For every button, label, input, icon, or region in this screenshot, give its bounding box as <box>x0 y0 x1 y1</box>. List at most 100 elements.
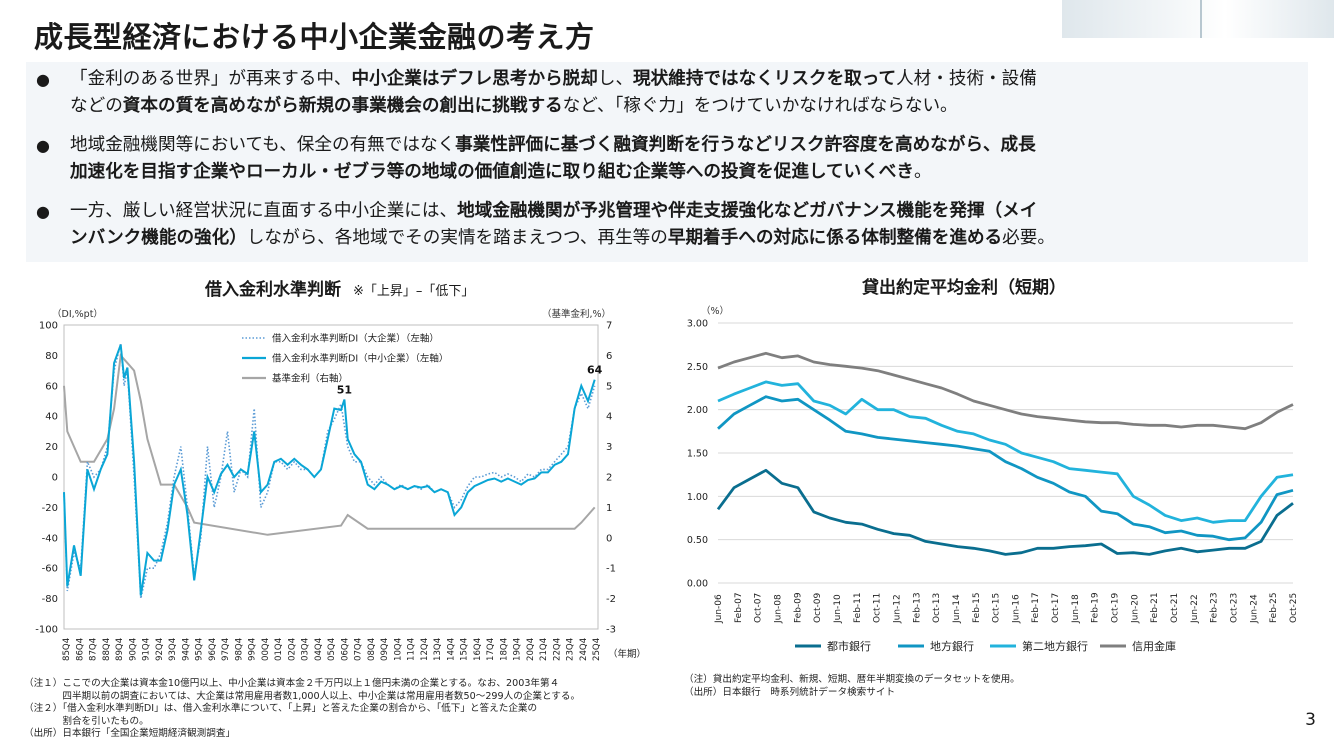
y2-tick-label: 7 <box>606 321 612 332</box>
y-tick-label: 0 <box>52 473 58 484</box>
x-tick-label: 95Q4 <box>195 638 205 661</box>
x-tick-label: 19Q4 <box>513 638 523 661</box>
y-tick-label: -60 <box>42 564 58 575</box>
x-tick-label: 00Q4 <box>261 638 271 661</box>
bullet-dot: ● <box>36 136 50 155</box>
header-decoration <box>1062 0 1334 38</box>
x-tick-label: 07Q4 <box>354 638 364 661</box>
text-segment: などの <box>70 96 123 116</box>
legend-label: 都市銀行 <box>827 639 871 653</box>
series-line <box>716 468 1294 556</box>
y2-tick-label: 1 <box>606 503 612 514</box>
x-tick-label: 10Q4 <box>393 638 403 661</box>
series-line <box>63 353 596 536</box>
right-chart: （%） 3.00 2.50 2.00 1.50 1.00 0.50 0.00 Jun-06 Feb… <box>687 305 1299 653</box>
y2-tick-label: 2 <box>606 473 612 484</box>
x-tick-label: Feb-25 <box>1269 592 1279 623</box>
y-axis-label: （%） <box>701 305 729 317</box>
x-tick-label: Jun-10 <box>833 594 843 624</box>
legend-label: 地方銀行 <box>930 639 974 653</box>
footnote: （出所）日本銀行「全国企業短期経済観測調査」 <box>24 728 236 739</box>
x-tick-label: Oct-25 <box>1289 593 1299 623</box>
y-tick-label: -100 <box>35 625 58 636</box>
x-tick-label: 89Q4 <box>115 638 125 661</box>
bold-text: 現状維持ではなくリスクを取って <box>633 69 897 89</box>
x-tick-label: 23Q4 <box>566 638 576 661</box>
x-tick-label: 16Q4 <box>473 638 483 661</box>
x-tick-label: Jun-12 <box>892 594 902 624</box>
bullet-1-line-2: などの資本の質を高めながら新規の事業機会の創出に挑戦するなど、「稼ぐ力」をつけて… <box>70 93 958 120</box>
x-tick-label: Feb-13 <box>912 592 922 623</box>
text-segment: 必要。 <box>1002 228 1055 248</box>
legend-label: 借入金利水準判断DI（中小企業）（左軸） <box>272 353 448 365</box>
y-tick-label: 80 <box>45 351 58 362</box>
bold-text: 早期着手への対応に係る体制整備を進める <box>667 228 1003 248</box>
x-tick-label: Feb-21 <box>1150 592 1160 623</box>
left-footnotes: （注１）ここでの大企業は資本金10億円以上、中小企業は資本金２千万円以上１億円未… <box>24 678 580 741</box>
bullet-1-line-1: 「金利のある世界」が再来する中、中小企業はデフレ思考から脱却し、現状維持ではなく… <box>70 66 1037 93</box>
text-segment: 一方、厳しい経営状況に直面する中小企業には、 <box>70 201 458 221</box>
x-tick-label: 99Q4 <box>248 638 258 661</box>
x-tick-label: 22Q4 <box>552 638 562 661</box>
y-tick-label: -20 <box>42 503 58 514</box>
footnote: 割合を引いたもの。 <box>24 715 149 727</box>
y-tick-label: -80 <box>42 594 58 605</box>
x-tick-label: 88Q4 <box>102 638 112 661</box>
x-tick-label: 92Q4 <box>155 638 165 661</box>
y-tick-label: 1.50 <box>687 449 708 460</box>
series-line <box>717 351 1294 431</box>
x-tick-label: 04Q4 <box>314 638 324 661</box>
x-tick-label: 85Q4 <box>62 638 72 661</box>
legend-label: 第二地方銀行 <box>1022 639 1088 653</box>
y-tick-label: 0.00 <box>687 579 708 590</box>
x-tick-label: Jun-18 <box>1071 594 1081 624</box>
y2-tick-label: 4 <box>606 412 612 423</box>
x-tick-label: 24Q4 <box>579 638 589 661</box>
footnote: （注１）ここでの大企業は資本金10億円以上、中小企業は資本金２千万円以上１億円未… <box>24 678 560 689</box>
x-tick-label: 14Q4 <box>446 638 456 661</box>
x-tick-label: Jun-20 <box>1130 594 1140 624</box>
bullet-dot: ● <box>36 202 50 221</box>
x-tick-label: 09Q4 <box>380 638 390 661</box>
bold-text: 事業性評価に基づく融資判断を行うなどリスク許容度を高めながら、成長 <box>455 135 1036 155</box>
x-tick-label: 12Q4 <box>420 638 430 661</box>
y2-tick-label: 5 <box>606 381 612 392</box>
x-tick-label: Feb-19 <box>1091 592 1101 623</box>
y2-tick-label: -1 <box>606 564 616 575</box>
right-footnotes: （注）貸出約定平均金利、新規、短期、暦年半期変換のデータセットを使用。 （出所）… <box>684 674 1020 699</box>
bullet-2-line-2: 加速化を目指す企業やローカル・ゼブラ等の地域の価値創造に取り組む企業等への投資を… <box>70 159 932 186</box>
x-tick-label: Oct-09 <box>813 592 823 623</box>
y-tick-label: 60 <box>45 381 58 392</box>
x-tick-label: Feb-07 <box>734 592 744 623</box>
x-tick-label: Oct-21 <box>1170 593 1180 623</box>
text-segment: 「金利のある世界」が再来する中、 <box>70 69 352 89</box>
text-segment: 。 <box>913 162 932 182</box>
bold-text: 加速化を目指す企業やローカル・ゼブラ等の地域の価値創造に取り組む企業等への投資を… <box>70 162 914 182</box>
x-tick-label: 86Q4 <box>75 638 85 661</box>
y2-tick-label: 6 <box>606 351 612 362</box>
y2-tick-label: 3 <box>606 442 612 453</box>
x-tick-label: Oct-23 <box>1230 593 1240 623</box>
x-axis-label: （年期） <box>608 648 646 660</box>
x-tick-label: 01Q4 <box>274 638 284 661</box>
y-tick-label: -40 <box>42 533 58 544</box>
x-tick-label: Oct-17 <box>1051 593 1061 623</box>
y-axis-label-left: （DI,%pt） <box>52 308 103 320</box>
x-tick-label: 91Q4 <box>142 638 152 661</box>
footnote: （注）貸出約定平均金利、新規、短期、暦年半期変換のデータセットを使用。 <box>684 674 1020 685</box>
series-line <box>63 344 596 596</box>
x-tick-label: 98Q4 <box>234 638 244 661</box>
x-tick-label: 93Q4 <box>168 638 178 661</box>
bullet-3-line-1: 一方、厳しい経営状況に直面する中小企業には、地域金融機関が予兆管理や伴走支援強化… <box>70 198 1037 225</box>
left-chart-title-text: 借入金利水準判断 <box>205 280 341 300</box>
x-tick-label: Feb-17 <box>1031 592 1041 623</box>
x-tick-label: 05Q4 <box>327 638 337 661</box>
bullet-3-line-2: ンバンク機能の強化）しながら、各地域でその実情を踏まえつつ、再生等の早期着手への… <box>70 225 1055 252</box>
x-tick-label: Oct-11 <box>873 593 883 623</box>
x-tick-label: 94Q4 <box>181 638 191 661</box>
bold-text: 地域金融機関が予兆管理や伴走支援強化などガバナンス機能を発揮（メイ <box>457 201 1038 221</box>
x-tick-label: Feb-23 <box>1210 592 1220 623</box>
x-tick-label: 97Q4 <box>221 638 231 661</box>
x-tick-label: Jun-24 <box>1249 594 1259 624</box>
x-tick-label: 11Q4 <box>407 638 417 661</box>
